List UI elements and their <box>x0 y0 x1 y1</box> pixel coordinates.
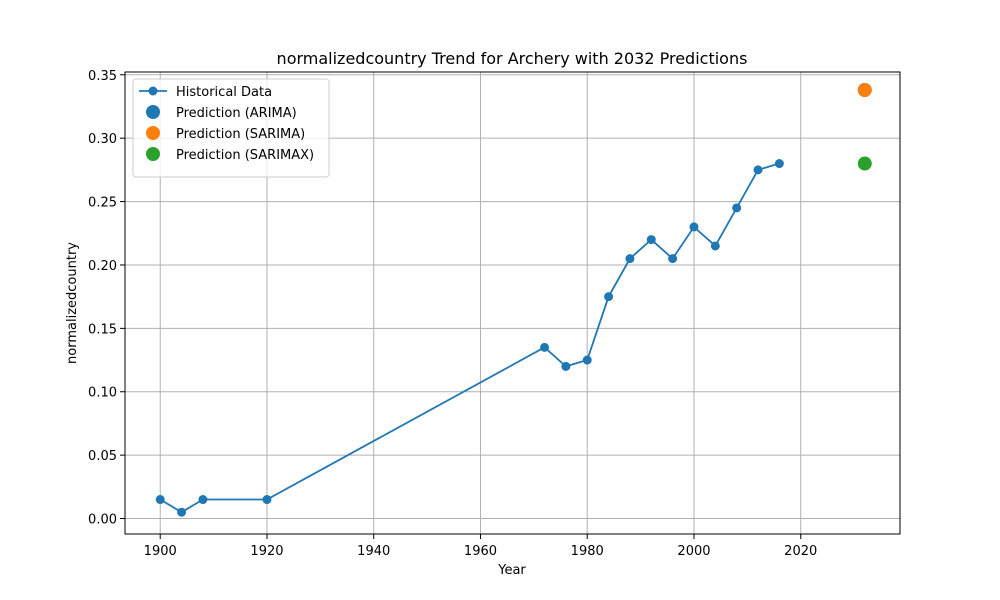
y-tick-label: 0.10 <box>88 386 117 401</box>
legend-label: Prediction (ARIMA) <box>176 106 297 121</box>
y-tick-label: 0.35 <box>88 69 117 84</box>
legend-box <box>132 78 330 178</box>
x-tick-label: 1900 <box>144 544 177 559</box>
historical-data-point <box>689 222 699 232</box>
x-tick-label: 1980 <box>571 544 604 559</box>
historical-data-point <box>582 355 592 365</box>
y-axis-label: normalizedcountry <box>65 242 80 364</box>
series-layer <box>155 83 872 517</box>
legend-label: Prediction (SARIMA) <box>176 127 305 142</box>
historical-data-point <box>561 361 571 371</box>
y-tick-label: 0.30 <box>88 132 117 147</box>
historical-data-point <box>155 495 165 505</box>
legend: Historical Data Prediction (ARIMA) Predict… <box>132 78 330 178</box>
historical-data-point <box>625 254 635 264</box>
y-tick-label: 0.00 <box>88 513 117 528</box>
y-tick-label: 0.05 <box>88 449 117 464</box>
x-axis-label: Year <box>497 563 526 578</box>
x-tick-label: 1940 <box>357 544 390 559</box>
plot-frame <box>124 71 901 535</box>
historical-data-point <box>540 342 550 352</box>
prediction-point-prediction-sarima <box>857 83 872 98</box>
historical-data-point <box>646 235 656 245</box>
series-line-historical <box>159 162 780 514</box>
historical-data-point <box>710 241 720 251</box>
historical-data-point <box>604 292 614 302</box>
historical-data-point <box>198 495 208 505</box>
tick-layer: 1900 1920 1940 1960 1980 2000 2020 0.00 0.05 0.10… <box>88 69 817 559</box>
legend-swatch-marker <box>146 147 160 161</box>
historical-data-point <box>774 159 784 169</box>
prediction-point-prediction-sarimax <box>857 156 872 171</box>
x-tick-label: 2020 <box>784 544 817 559</box>
chart-title: normalizedcountry Trend for Archery with… <box>277 49 748 68</box>
historical-data-point <box>177 507 187 517</box>
legend-swatch-marker <box>146 105 160 119</box>
legend-label: Prediction (SARIMAX) <box>176 148 314 163</box>
grid-layer <box>125 72 900 534</box>
y-tick-label: 0.25 <box>88 196 117 211</box>
x-tick-label: 2000 <box>677 544 710 559</box>
legend-swatch-marker <box>146 126 160 140</box>
x-tick-label: 1960 <box>464 544 497 559</box>
legend-label: Historical Data <box>176 85 272 100</box>
historical-data-point <box>262 495 272 505</box>
historical-data-point <box>753 165 763 175</box>
x-tick-label: 1920 <box>250 544 283 559</box>
y-tick-label: 0.20 <box>88 259 117 274</box>
legend-swatch-marker <box>148 86 158 96</box>
historical-data-point <box>732 203 742 213</box>
historical-data-point <box>668 254 678 264</box>
y-tick-label: 0.15 <box>88 322 117 337</box>
